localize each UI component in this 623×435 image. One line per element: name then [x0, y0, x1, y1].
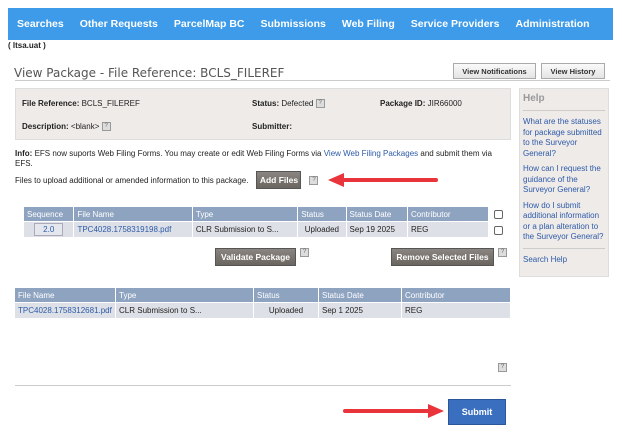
package-files-table: Sequence File Name Type Status Status Date Co… — [23, 206, 489, 238]
nav-submissions[interactable]: Submissions — [260, 18, 326, 30]
submitted-files-table: File Name Type Status Status Date Contributo… — [14, 287, 511, 319]
view-notifications-button[interactable]: View Notifications — [453, 63, 536, 79]
description-label: Description: — [22, 122, 69, 131]
col-status-date: Status Date — [346, 207, 407, 221]
notice: Info: EFS now suports Web Filing Forms. … — [15, 149, 511, 169]
col-type: Type — [116, 288, 253, 302]
nav-parcelmap[interactable]: ParcelMap BC — [173, 18, 245, 30]
file-link[interactable]: TPC4028.1758312681.pdf — [18, 306, 112, 315]
sequence-input[interactable]: 2.0 — [34, 223, 64, 236]
help-title: Help — [523, 93, 605, 111]
submit-button[interactable]: Submit — [448, 399, 506, 425]
file-ref-label: File Reference: — [22, 99, 80, 108]
file-date: Sep 19 2025 — [346, 222, 407, 237]
divider — [15, 385, 511, 386]
divider — [523, 247, 605, 249]
help-icon[interactable]: ? — [498, 248, 507, 257]
notice-text: EFS now suports Web Filing Forms. You ma… — [34, 149, 322, 158]
file-date: Sep 1 2025 — [319, 303, 401, 318]
help-link[interactable]: How do I submit additional information o… — [523, 200, 604, 242]
file-type: CLR Submission to S... — [116, 303, 253, 318]
help-icon[interactable]: ? — [498, 363, 507, 372]
help-icon[interactable]: ? — [315, 99, 325, 108]
row-checkbox[interactable] — [494, 226, 503, 235]
col-contributor: Contributor — [408, 207, 488, 221]
submitter-label: Submitter: — [252, 122, 292, 131]
status-value: Defected — [281, 99, 314, 108]
remove-selected-files-button[interactable]: Remove Selected Files — [391, 248, 494, 266]
help-icon[interactable]: ? — [300, 248, 309, 257]
table-header: Sequence File Name Type Status Status Date Co… — [24, 207, 488, 221]
table-row: TPC4028.1758312681.pdf CLR Submission to … — [15, 303, 510, 318]
select-all-checkbox[interactable] — [494, 210, 503, 219]
package-id-value: JIR66000 — [427, 99, 462, 108]
col-status-date: Status Date — [319, 288, 401, 302]
view-web-filing-link[interactable]: View Web Filing Packages — [323, 149, 419, 158]
help-icon[interactable]: ? — [309, 175, 319, 185]
view-history-button[interactable]: View History — [541, 63, 605, 79]
nav-service-providers[interactable]: Service Providers — [410, 18, 500, 30]
col-status: Status — [254, 288, 318, 302]
file-status: Uploaded — [254, 303, 318, 318]
package-info: File Reference: BCLS_FILEREF Status: Def… — [15, 88, 511, 140]
file-status: Uploaded — [298, 222, 346, 237]
validate-package-button[interactable]: Validate Package — [215, 248, 296, 266]
table-row: 2.0 TPC4028.1758319198.pdf CLR Submission … — [24, 222, 488, 237]
table-header: File Name Type Status Status Date Contributo… — [15, 288, 510, 302]
nav-other-requests[interactable]: Other Requests — [79, 18, 158, 30]
upload-row: Files to upload additional or amended in… — [15, 171, 439, 189]
divider — [15, 80, 610, 81]
help-icon[interactable]: ? — [101, 122, 111, 131]
col-type: Type — [192, 207, 298, 221]
search-help-link[interactable]: Search Help — [523, 254, 568, 264]
nav-searches[interactable]: Searches — [17, 18, 64, 30]
package-id-label: Package ID: — [380, 99, 426, 108]
environment-label: ( ltsa.uat ) — [8, 41, 46, 50]
red-arrow-icon — [343, 404, 444, 418]
nav-administration[interactable]: Administration — [515, 18, 590, 30]
file-contributor: REG — [408, 222, 488, 237]
notice-text: and submit them via EFS. — [15, 149, 492, 168]
notice-prefix: Info: — [15, 149, 33, 158]
col-file-name: File Name — [15, 288, 115, 302]
col-sequence: Sequence — [24, 207, 74, 221]
help-link[interactable]: What are the statuses for package submit… — [523, 117, 602, 158]
add-files-button[interactable]: Add Files — [256, 171, 302, 189]
help-link[interactable]: How can I request the guidance of the Su… — [523, 164, 601, 194]
upload-text: Files to upload additional or amended in… — [15, 175, 249, 185]
file-link[interactable]: TPC4028.1758319198.pdf — [77, 225, 172, 234]
file-contributor: REG — [402, 303, 510, 318]
description-value: <blank> — [70, 122, 100, 131]
col-status: Status — [298, 207, 346, 221]
file-ref-value: BCLS_FILEREF — [81, 99, 140, 108]
page-title: View Package - File Reference: BCLS_FILE… — [14, 66, 285, 80]
red-arrow-icon — [328, 173, 439, 187]
file-type: CLR Submission to S... — [192, 222, 298, 237]
nav-web-filing[interactable]: Web Filing — [341, 18, 395, 30]
top-nav: Searches Other Requests ParcelMap BC Sub… — [8, 8, 613, 40]
col-contributor: Contributor — [402, 288, 510, 302]
col-file-name: File Name — [74, 207, 192, 221]
status-label: Status: — [252, 99, 280, 108]
help-panel: Help What are the statuses for package s… — [519, 88, 609, 277]
